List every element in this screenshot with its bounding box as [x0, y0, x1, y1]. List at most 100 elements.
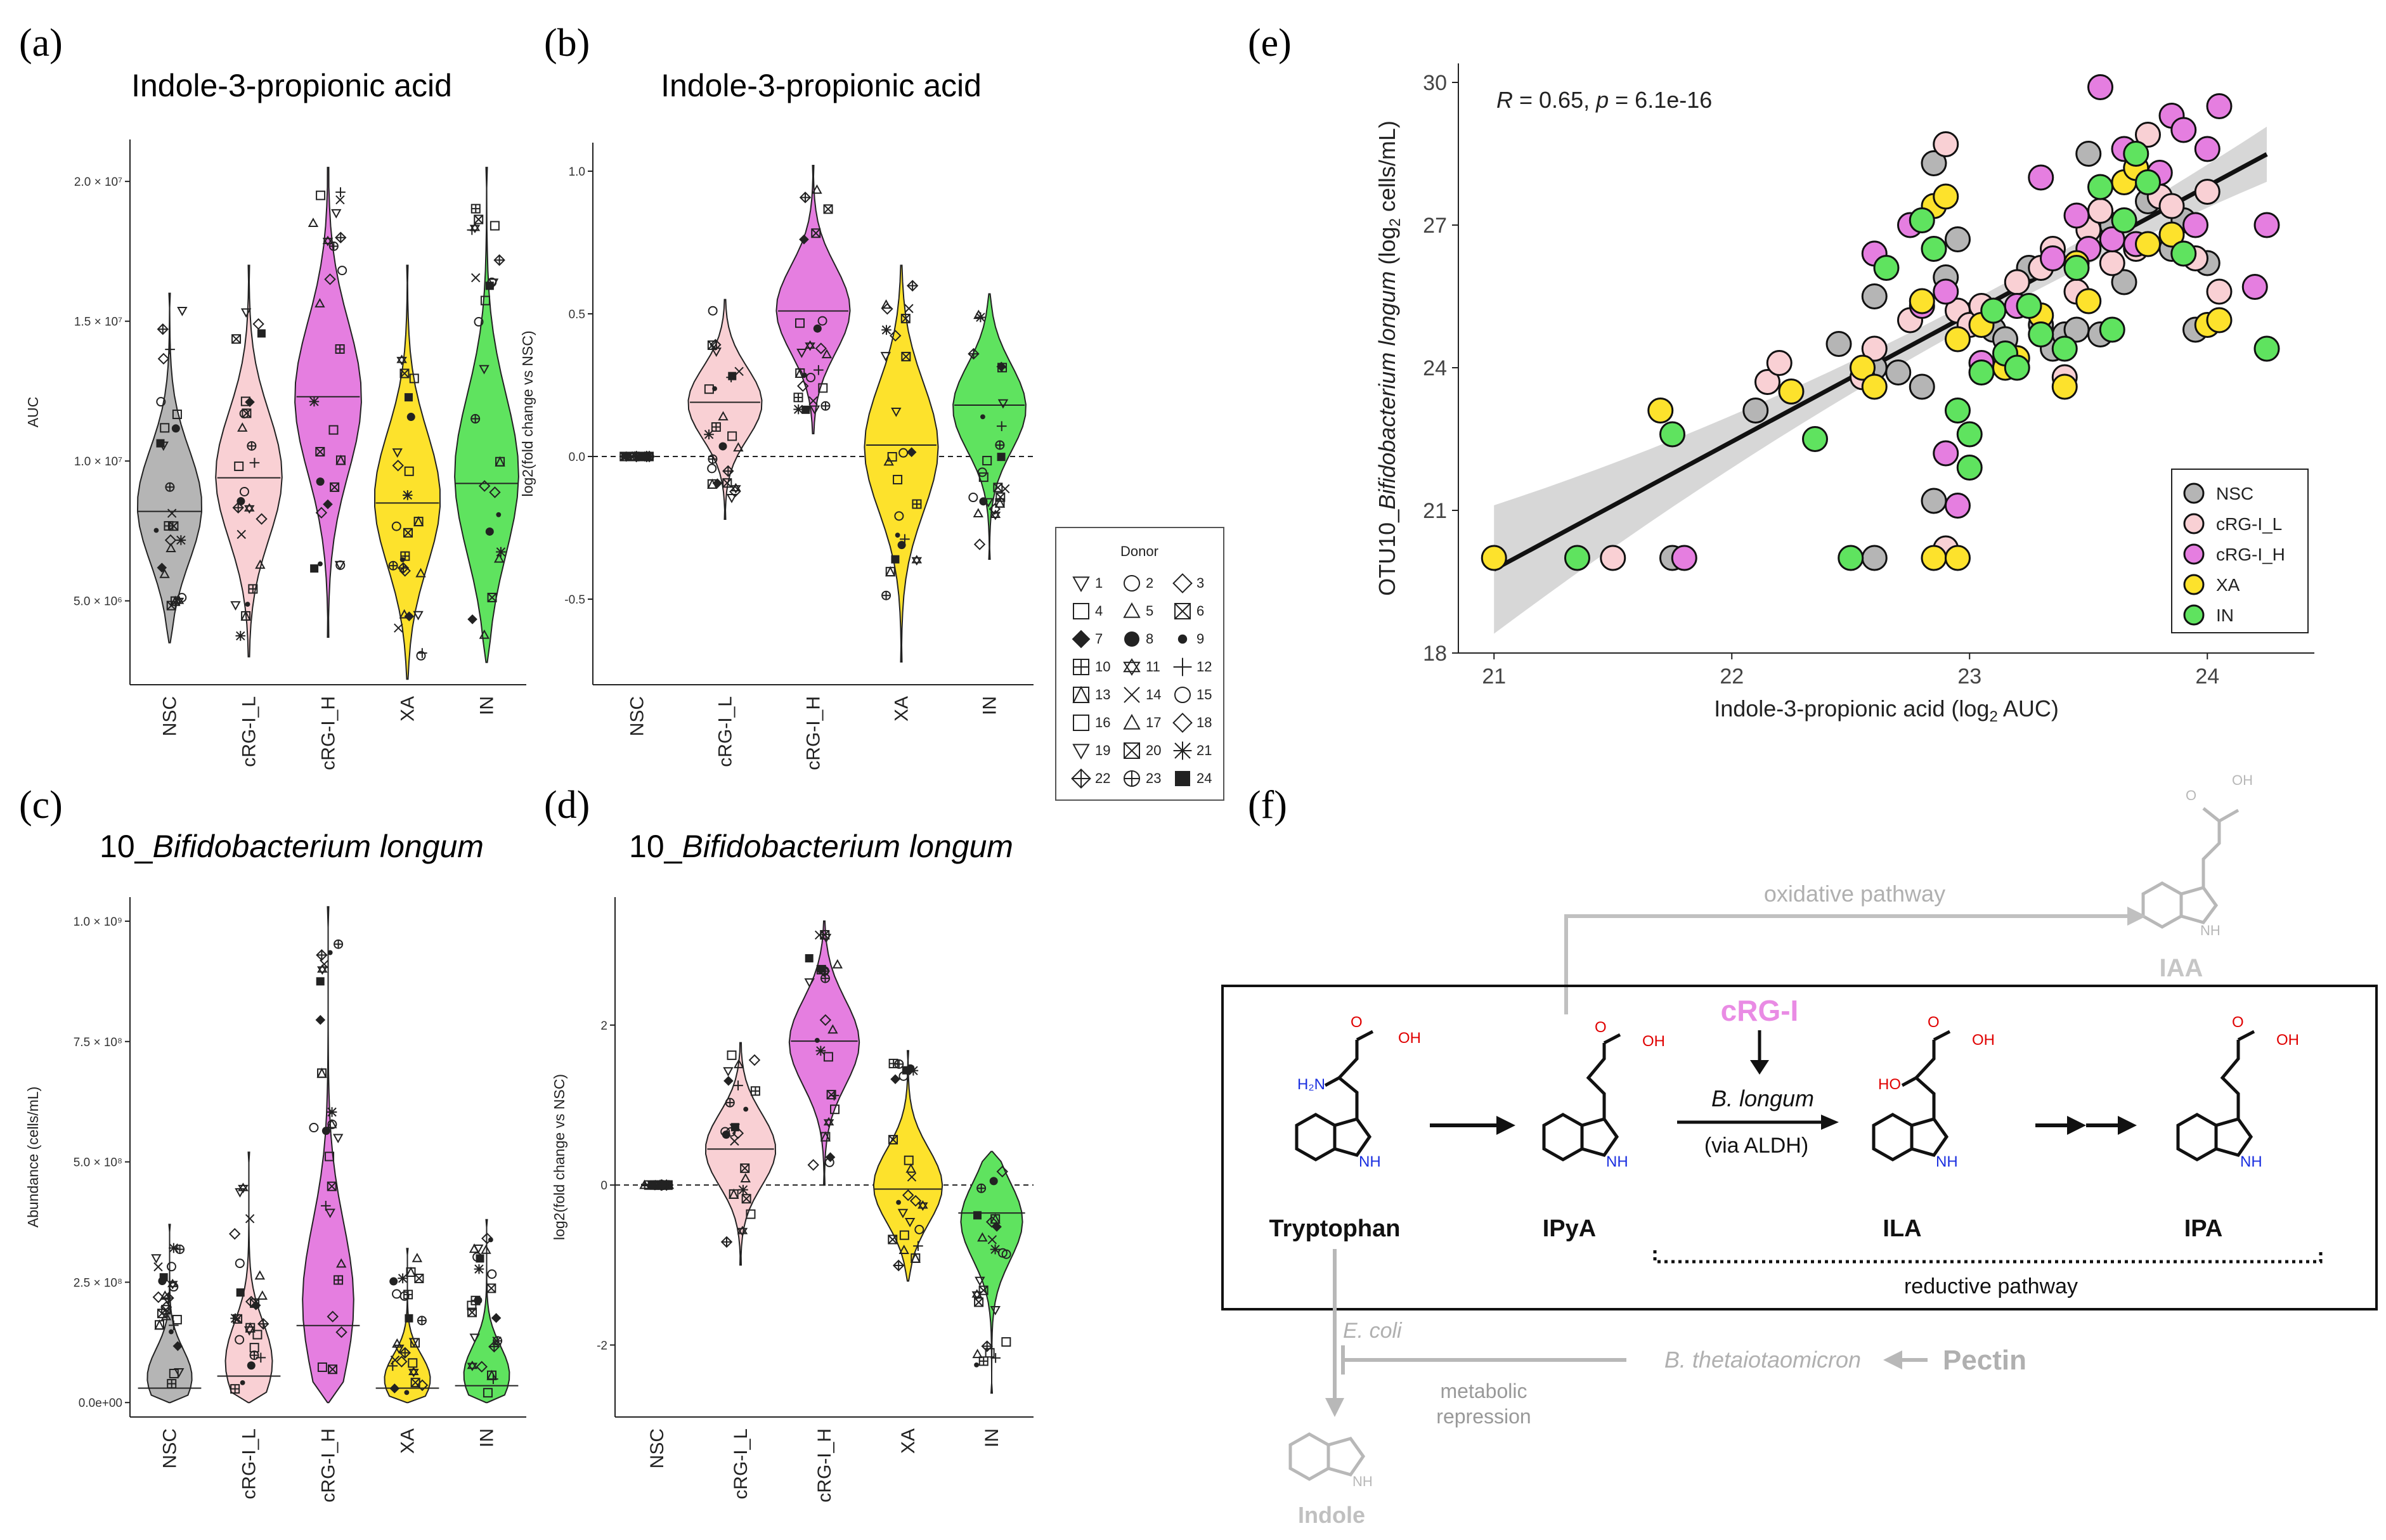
scatter-point-cRG-I_L-17	[2099, 250, 2125, 276]
ytick-label-0-2: 1.5 × 10⁷	[74, 316, 122, 329]
scatter-point-cRG-I_L-5	[1861, 335, 1888, 362]
donor-point-2-cRG-I_L-17	[257, 1290, 268, 1300]
donor-point-1-IN-18	[989, 503, 1001, 515]
donor-point-3-XA-20	[888, 1234, 898, 1245]
donor-point-0-cRG-I_L-5	[237, 422, 248, 432]
donor-point-2-NSC-18	[152, 1291, 165, 1304]
donor-point-0-cRG-I_H-9	[318, 561, 323, 567]
donor-point-3-IN-20	[978, 1285, 989, 1295]
donor-point-0-XA-12	[417, 648, 427, 658]
donor-point-1-cRG-I_L-24	[728, 372, 737, 380]
donor-point-0-XA-7	[404, 611, 415, 621]
donor-point-0-cRG-I_L-3	[256, 513, 268, 525]
ytick-label-1-0: -0.5	[564, 593, 585, 607]
scatter-point-IN-24	[1956, 455, 1983, 481]
donor-point-2-NSC-9	[169, 1329, 174, 1335]
trp-o-label: O	[1351, 1014, 1363, 1031]
btheta-label: B. thetaiotaomicron	[1664, 1347, 1861, 1373]
donor-point-1-XA-13	[885, 566, 896, 577]
repression-label: repression	[1436, 1405, 1531, 1428]
donor-point-3-XA-18	[902, 1189, 914, 1201]
donor-point-2-cRG-I_L-20	[250, 1298, 260, 1308]
scatter-point-cRG-I_H-23	[2253, 212, 2280, 238]
donor-point-3-cRG-I_L-14	[730, 1136, 739, 1146]
donor-point-1-IN-13	[994, 497, 1006, 508]
donor-point-3-cRG-I_H-1	[804, 978, 815, 988]
donor-point-2-cRG-I_H-20	[328, 1364, 338, 1375]
donor-point-0-cRG-I_L-19	[240, 308, 252, 318]
donor-point-2-XA-3	[396, 1356, 408, 1368]
donor-point-3-cRG-I_L-18	[748, 1054, 761, 1066]
donor-point-2-cRG-I_H-8	[321, 1127, 330, 1136]
donor-point-1-XA-4	[887, 452, 897, 462]
donor-legend-number-11: 11	[1146, 659, 1160, 675]
scatter-point-XA-5	[1850, 354, 1876, 381]
donor-legend-number-12: 12	[1196, 659, 1212, 675]
donor-point-2-cRG-I_H-4	[317, 1362, 327, 1372]
donor-point-2-cRG-I_H-9	[327, 950, 333, 955]
donor-point-0-IN-23	[470, 414, 481, 424]
xtick-label-3-3: XA	[898, 1428, 919, 1454]
donor-point-3-NSC-24	[647, 1181, 656, 1189]
donor-point-2-cRG-I_H-17	[327, 1118, 337, 1129]
donor-point-0-cRG-I_H-21	[309, 396, 320, 407]
donor-point-1-cRG-I_L-4	[727, 431, 737, 441]
xtick-label-2-4: IN	[477, 1428, 498, 1447]
xtick-label-0-4: IN	[477, 696, 498, 715]
donor-point-2-cRG-I_H-3	[327, 1310, 339, 1323]
donor-legend-number-17: 17	[1146, 715, 1161, 730]
donor-point-1-IN-15	[977, 467, 987, 477]
xtick-label-3-0: NSC	[647, 1428, 668, 1468]
donor-point-0-IN-5	[493, 553, 505, 563]
ytick-label-2-2: 5.0 × 10⁸	[74, 1156, 122, 1170]
donor-point-2-cRG-I_H-10	[334, 1275, 344, 1285]
donor-point-3-IN-3	[996, 1165, 1008, 1178]
donor-point-2-XA-8	[389, 1277, 398, 1286]
donor-point-3-XA-9	[896, 1200, 901, 1205]
donor-point-2-IN-4	[483, 1388, 493, 1398]
donor-point-2-cRG-I_L-23	[249, 1350, 259, 1361]
donor-point-2-cRG-I_L-11	[238, 1182, 249, 1194]
ipa-structure	[2176, 1030, 2255, 1161]
donor-point-0-NSC-24	[156, 439, 165, 448]
xtick-label-2-2: cRG-I_H	[318, 1428, 339, 1503]
donor-point-0-NSC-20	[166, 600, 176, 611]
donor-point-1-XA-22	[906, 280, 919, 292]
donor-point-3-XA-1	[904, 1218, 916, 1227]
violin-1-cRG-I_L	[687, 299, 763, 520]
scatter-point-XA-10	[1945, 326, 1971, 353]
donor-point-2-IN-15	[487, 1269, 497, 1279]
donor-point-1-cRG-I_L-21	[704, 429, 714, 440]
points-3-NSC	[639, 1179, 675, 1191]
donor-point-3-IN-17	[972, 1349, 983, 1359]
scatter-point-XA-9	[1933, 183, 1959, 210]
points-0-XA	[388, 354, 427, 661]
panel-label-e: (e)	[1248, 22, 1292, 65]
indole-structure	[1288, 1432, 1366, 1481]
indole-nh-label: NH	[1352, 1473, 1373, 1489]
donor-legend-marker-13	[1072, 685, 1090, 703]
donor-point-0-NSC-8	[171, 424, 180, 433]
scatter-point-NSC-24	[2111, 269, 2137, 295]
donor-legend-number-21: 21	[1196, 742, 1212, 758]
donor-point-1-XA-16	[893, 474, 903, 484]
donor-point-0-NSC-9	[153, 527, 159, 533]
donor-point-3-NSC-17	[639, 1179, 650, 1189]
xtick-label-2-0: NSC	[160, 1428, 181, 1468]
donor-point-3-XA-5	[898, 1245, 909, 1254]
iaa-oh-label: OH	[2232, 772, 2253, 788]
donor-point-1-IN-2	[968, 493, 978, 503]
donor-point-0-IN-16	[480, 295, 490, 306]
donor-point-2-cRG-I_H-23	[334, 939, 344, 949]
ila-nh-label: NH	[1936, 1153, 1958, 1170]
scatter-point-IN-19	[2111, 207, 2137, 233]
reductive-box	[1221, 985, 2378, 1310]
title-b: Indole-3-propionic acid	[661, 68, 982, 103]
donor-point-1-cRG-I_H-19	[796, 348, 807, 358]
donor-point-2-XA-1	[394, 1344, 405, 1354]
donor-point-1-cRG-I_H-21	[793, 404, 803, 415]
donor-point-2-cRG-I_H-5	[336, 1258, 347, 1268]
donor-point-2-cRG-I_L-4	[252, 1330, 263, 1340]
donor-legend-number-8: 8	[1146, 631, 1153, 647]
scatter-point-cRG-I_H-18	[2170, 117, 2197, 143]
